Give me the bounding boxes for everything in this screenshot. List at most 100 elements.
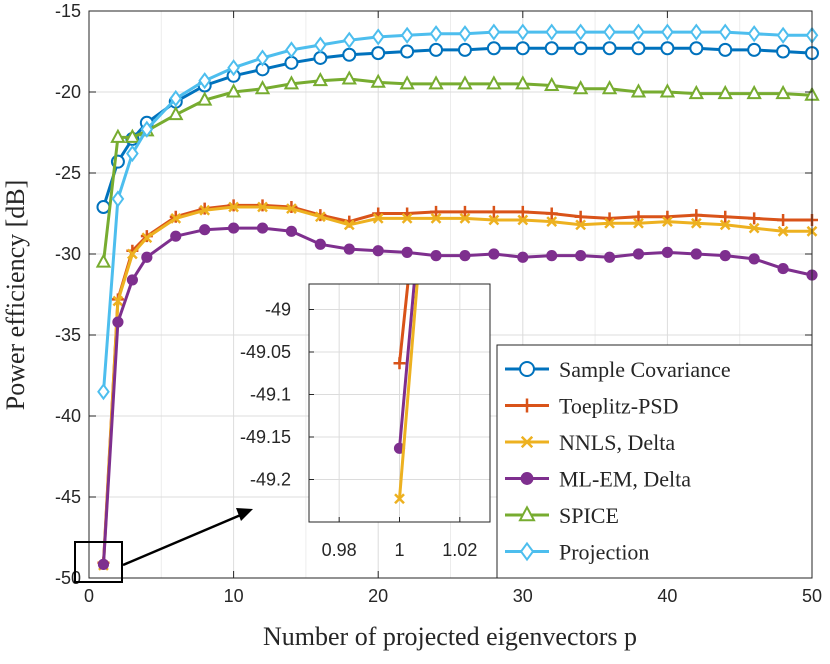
legend-box [496, 344, 813, 579]
data-point-ml-em-delta [199, 224, 211, 236]
data-point-sample-covariance [573, 41, 588, 56]
data-point-projection [371, 28, 385, 46]
data-point-toeplitz-psd [777, 213, 790, 226]
data-point-sample-covariance [631, 41, 646, 56]
data-point-toeplitz-psd [632, 210, 645, 223]
data-point-spice [717, 84, 733, 100]
data-point-ml-em-delta [690, 248, 702, 260]
data-point-nnls-delta [257, 201, 268, 213]
data-point-ml-em-delta [661, 246, 674, 258]
data-point-nnls-delta [777, 225, 789, 237]
legend-item-sample-covariance: Sample Covariance [505, 357, 731, 382]
data-point-sample-covariance [747, 42, 762, 57]
data-point-nnls-delta [141, 232, 153, 244]
legend-marker-spice [518, 505, 536, 522]
data-point-toeplitz-psd [748, 212, 761, 225]
legend-marker-toeplitz-psd [520, 398, 534, 413]
data-point-nnls-delta [126, 248, 138, 260]
x-tick-label: 20 [368, 586, 388, 606]
main-series [95, 23, 820, 571]
plot-frame [88, 10, 813, 579]
data-point-sample-covariance [689, 41, 704, 56]
inset-y-tick-label: -49.05 [240, 342, 291, 362]
data-point-projection [574, 23, 587, 41]
data-point-projection [285, 41, 298, 59]
data-point-toeplitz-psd [690, 209, 703, 222]
inset-x-tick-label: 1.02 [442, 540, 477, 560]
data-point-sample-covariance [544, 41, 559, 56]
series-projection [97, 23, 819, 401]
data-point-sample-covariance [342, 47, 357, 62]
data-point-toeplitz-psd [458, 205, 471, 218]
data-point-ml-em-delta [603, 251, 616, 263]
y-tick-label: -25 [55, 163, 81, 183]
data-point-ml-em-delta [632, 248, 645, 260]
data-point-spice [341, 70, 357, 85]
data-point-ml-em-delta [777, 262, 789, 275]
data-point-nnls-delta [228, 201, 239, 213]
data-point-spice [124, 128, 141, 143]
inset-series [393, 284, 419, 505]
data-point-toeplitz-psd [719, 210, 732, 223]
data-point-projection [256, 49, 269, 67]
x-tick-label: 40 [657, 586, 677, 606]
data-point-sample-covariance [313, 50, 328, 65]
data-point-ml-em-delta [285, 225, 298, 237]
data-point-spice [168, 105, 184, 121]
x-tick-label: 10 [224, 586, 244, 606]
inset-frame [308, 283, 491, 523]
data-point-nnls-delta [314, 211, 326, 223]
y-tick-label: -40 [55, 406, 81, 426]
series-ml-em-delta [97, 222, 818, 570]
data-point-spice [688, 84, 704, 100]
data-point-spice [601, 80, 618, 95]
data-point-spice [486, 75, 502, 90]
data-point-nnls-delta [748, 222, 760, 234]
data-point-ml-em-delta [546, 250, 558, 262]
x-axis-label: Number of projected eigenvectors p [263, 622, 637, 651]
inset-x-tick-label: 0.98 [322, 540, 357, 560]
data-point-ml-em-delta [517, 251, 529, 263]
legend-label: Toeplitz-PSD [559, 394, 678, 419]
data-point-nnls-delta [690, 217, 702, 229]
data-point-spice [312, 71, 329, 87]
data-point-projection [776, 26, 790, 44]
data-point-ml-em-delta [314, 238, 326, 250]
legend-item-projection: Projection [505, 540, 649, 565]
data-point-spice [746, 84, 762, 100]
data-point-nnls-delta [343, 219, 355, 231]
data-point-nnls-delta [488, 214, 500, 226]
data-point-projection [140, 120, 154, 138]
data-point-spice [95, 253, 112, 268]
data-point-toeplitz-psd [545, 207, 558, 220]
data-point-projection [487, 23, 501, 41]
data-point-toeplitz-psd [487, 205, 500, 218]
legend-marker-nnls-delta [520, 435, 534, 449]
data-point-projection [516, 23, 530, 41]
data-point-spice [370, 73, 386, 88]
inset-y-tick-label: -49.2 [250, 470, 291, 490]
legend-label: Sample Covariance [559, 357, 731, 382]
data-point-nnls-delta [719, 219, 731, 231]
data-point-projection [689, 23, 703, 41]
inset-ticks: 0.98 1 1.02 -49 -49.05 -49.1 -49.15 -49.2 [240, 300, 477, 561]
data-point-ml-em-delta [488, 248, 500, 260]
data-point-ml-em-delta [256, 222, 269, 234]
data-point-spice [630, 83, 647, 98]
y-tick-label: -50 [55, 568, 81, 588]
zoom-arrow [122, 512, 244, 567]
y-tick-label: -15 [55, 1, 81, 21]
data-point-spice [659, 83, 676, 98]
data-point-projection [227, 59, 240, 77]
inset-y-tick-label: -49.15 [240, 427, 291, 447]
data-point-projection [632, 23, 645, 41]
inset-line-ml-em-delta [398, 284, 416, 449]
data-point-spice [428, 75, 444, 90]
data-point-ml-em-delta [401, 246, 413, 258]
data-point-sample-covariance [486, 41, 501, 56]
data-point-spice [457, 75, 473, 90]
legend-label: SPICE [559, 503, 619, 528]
data-point-projection [169, 89, 183, 108]
data-point-ml-em-delta [372, 245, 384, 257]
